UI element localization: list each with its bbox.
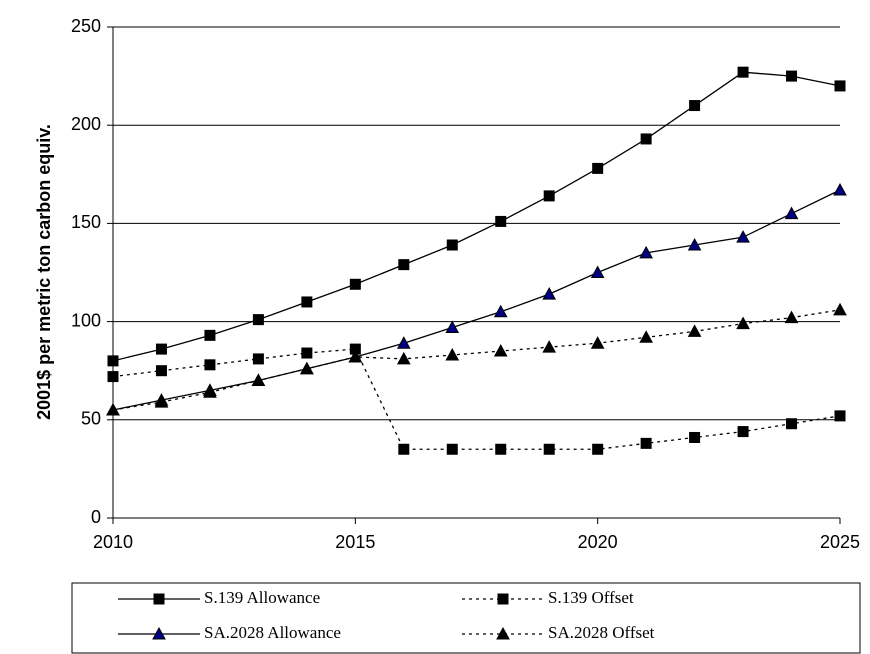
data-point [737, 66, 749, 78]
series-line [112, 348, 841, 450]
data-point [155, 343, 167, 355]
data-point [784, 310, 799, 324]
data-point [834, 80, 846, 92]
series-line [112, 71, 841, 362]
x-tick-label: 2010 [93, 532, 133, 552]
data-point [204, 329, 216, 341]
data-point [736, 316, 750, 330]
data-point [833, 302, 847, 316]
data-point [398, 259, 410, 271]
data-point [639, 330, 653, 343]
data-point [398, 443, 410, 455]
x-tick-label: 2015 [335, 532, 375, 552]
data-point [542, 340, 557, 353]
data-point [300, 361, 314, 375]
data-point [446, 443, 458, 455]
data-point [396, 336, 411, 349]
data-point [640, 133, 652, 145]
data-point [543, 443, 555, 455]
legend-marker [153, 593, 165, 605]
data-point [784, 206, 799, 220]
data-point [736, 230, 750, 243]
data-point [640, 437, 652, 449]
legend-marker [496, 626, 510, 640]
y-tick-label: 150 [71, 212, 101, 232]
legend-label: S.139 Allowance [204, 588, 320, 607]
y-tick-label: 200 [71, 114, 101, 134]
legend-marker [497, 593, 509, 605]
data-point [639, 245, 653, 259]
data-point [204, 359, 216, 371]
y-tick-label: 50 [81, 409, 101, 429]
legend-marker [152, 626, 166, 640]
data-point [301, 347, 313, 359]
legend-label: SA.2028 Offset [548, 623, 655, 642]
data-point [251, 373, 266, 387]
data-point [495, 215, 507, 227]
data-point [737, 426, 749, 438]
data-point [834, 410, 846, 422]
y-tick-label: 0 [91, 507, 101, 527]
data-point [786, 418, 798, 430]
data-point [446, 239, 458, 251]
data-point [349, 278, 361, 290]
legend-label: SA.2028 Allowance [204, 623, 341, 642]
y-tick-label: 100 [71, 310, 101, 330]
data-point [590, 265, 605, 278]
x-tick-label: 2020 [578, 532, 618, 552]
data-point [154, 395, 169, 408]
series-line [112, 189, 841, 411]
data-point [590, 336, 605, 349]
data-point [107, 355, 119, 367]
data-point [592, 443, 604, 455]
data-point [203, 385, 217, 398]
data-point [348, 349, 363, 363]
data-point [493, 344, 508, 357]
data-point [106, 402, 120, 416]
data-point [592, 162, 604, 174]
x-tick-label: 2025 [820, 532, 860, 552]
data-point [445, 320, 460, 333]
data-point [543, 190, 555, 202]
data-point [155, 365, 167, 377]
data-point [833, 182, 847, 196]
y-tick-label: 250 [71, 16, 101, 36]
data-point [396, 351, 411, 365]
data-point [786, 70, 798, 82]
data-point [542, 287, 557, 300]
legend-label: S.139 Offset [548, 588, 634, 607]
data-point [107, 371, 119, 383]
data-point [301, 296, 313, 308]
data-point [689, 431, 701, 443]
data-point [689, 100, 701, 112]
data-point [687, 324, 702, 337]
data-point [687, 237, 702, 251]
data-point [252, 314, 264, 326]
data-point [495, 443, 507, 455]
legend-box [71, 582, 861, 654]
data-point [252, 353, 264, 365]
data-point [445, 347, 460, 361]
data-point [493, 304, 508, 318]
y-axis-label: 2001$ per metric ton carbon equiv. [34, 124, 54, 420]
